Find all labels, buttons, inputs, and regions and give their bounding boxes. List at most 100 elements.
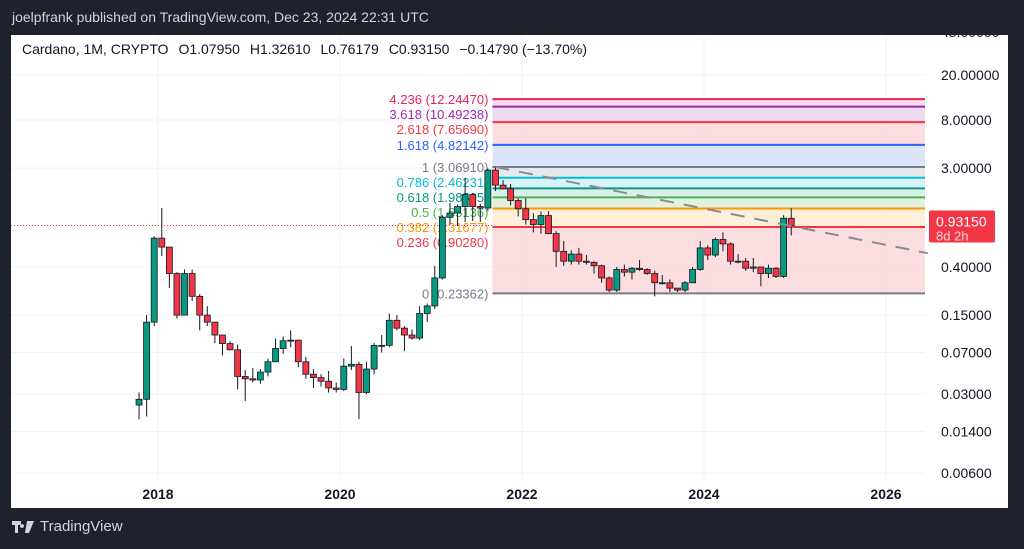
candle-body	[651, 273, 659, 284]
candle	[484, 168, 492, 212]
candle-body	[529, 219, 537, 225]
candle-body	[287, 339, 295, 342]
trend-line	[495, 166, 928, 255]
candle-body	[734, 260, 742, 263]
candle-body	[598, 265, 606, 279]
candle-body	[423, 305, 431, 314]
candle-body	[643, 269, 651, 274]
fib-level-label: 2.618 (7.65690)	[397, 122, 489, 137]
fib-level-label: 1 (3.06910)	[422, 160, 489, 175]
candle	[757, 266, 765, 287]
candle-body	[302, 361, 310, 375]
candle	[651, 270, 659, 297]
candle	[188, 269, 196, 301]
candle-body	[226, 343, 234, 351]
tradingview-logo[interactable]: TradingView	[12, 518, 123, 535]
candle-body	[363, 368, 370, 393]
candle-body	[135, 398, 143, 406]
candle-body	[492, 169, 499, 186]
candle	[438, 215, 446, 280]
fib-zone	[492, 197, 925, 209]
candle-body	[173, 273, 181, 316]
candle-body	[613, 269, 621, 291]
y-axis-tick-label: 0.07000	[941, 345, 992, 361]
candle-body	[476, 206, 484, 209]
candle-body	[393, 319, 401, 329]
x-axis-tick-label: 2018	[142, 486, 173, 502]
candle	[469, 192, 477, 222]
candle	[727, 242, 734, 265]
candle	[454, 204, 461, 227]
candle-body	[347, 363, 355, 367]
candle-body	[590, 261, 598, 267]
candle	[249, 368, 257, 383]
candle-body	[158, 237, 166, 248]
candle	[681, 281, 689, 293]
y-axis-tick-label: 20.00000	[941, 67, 1000, 83]
candle-body	[575, 253, 583, 262]
candle-body	[294, 339, 302, 363]
fib-zone	[492, 177, 925, 189]
candle	[507, 183, 515, 206]
candle-body	[211, 321, 219, 336]
candle	[636, 260, 643, 271]
open-value: O1.07950	[178, 41, 240, 57]
candle	[378, 335, 386, 353]
candle	[310, 369, 317, 388]
candle	[605, 276, 613, 293]
tradingview-logo-icon	[12, 520, 34, 533]
candle-body	[332, 387, 340, 390]
y-axis-tick-label: 0.40000	[941, 259, 992, 275]
candle-body	[727, 243, 734, 262]
candle	[158, 208, 166, 257]
candle-body	[416, 313, 424, 339]
candle	[446, 202, 454, 225]
candle-body	[310, 373, 317, 378]
candle	[317, 374, 325, 387]
candle	[545, 211, 552, 235]
candle-body	[461, 194, 469, 207]
candle	[385, 313, 393, 348]
candle	[772, 266, 780, 278]
symbol-label[interactable]: Cardano, 1M, CRYPTO	[22, 41, 169, 57]
y-axis-tick-label: 8.00000	[941, 112, 992, 128]
candle	[279, 336, 287, 354]
candle	[287, 330, 295, 348]
ohlc-legend: Cardano, 1M, CRYPTO O1.07950 H1.32610 L0…	[22, 41, 593, 57]
candle	[355, 361, 363, 420]
candle	[416, 306, 424, 341]
candle-body	[219, 334, 226, 344]
candle-body	[203, 314, 211, 323]
candle	[590, 261, 598, 274]
candle-body	[188, 273, 196, 297]
candle	[302, 356, 310, 379]
candle	[499, 180, 507, 190]
x-axis-tick-label: 2026	[870, 486, 901, 502]
candle-body	[628, 267, 636, 273]
candle	[325, 371, 333, 393]
candle	[264, 358, 272, 377]
candle	[492, 166, 499, 192]
candle-body	[385, 319, 393, 346]
candle	[143, 315, 151, 417]
candle-body	[355, 363, 363, 393]
candle	[340, 358, 348, 391]
candle	[431, 265, 439, 309]
y-axis-tick-label: 0.15000	[941, 307, 992, 323]
fib-zone	[492, 188, 925, 198]
candle	[780, 215, 788, 278]
candle	[363, 361, 370, 395]
chart-panel[interactable]: 4.236 (12.24470) 3.618 (10.49238) 2.618 (7…	[11, 35, 1008, 508]
candle-body	[378, 344, 386, 347]
candle	[234, 344, 242, 390]
candle-body	[567, 253, 575, 262]
candle-body	[696, 247, 704, 270]
change-value: −0.14790 (−13.70%)	[459, 41, 587, 57]
candle-body	[757, 266, 765, 274]
candle	[219, 334, 226, 356]
candle	[719, 232, 727, 252]
candle-body	[545, 215, 552, 234]
candlestick-chart[interactable]: 4.236 (12.24470)3.618 (10.49238)2.618 (7…	[11, 35, 1008, 508]
candle	[150, 236, 158, 327]
y-axis-tick-label: 48.00000	[941, 35, 1000, 40]
